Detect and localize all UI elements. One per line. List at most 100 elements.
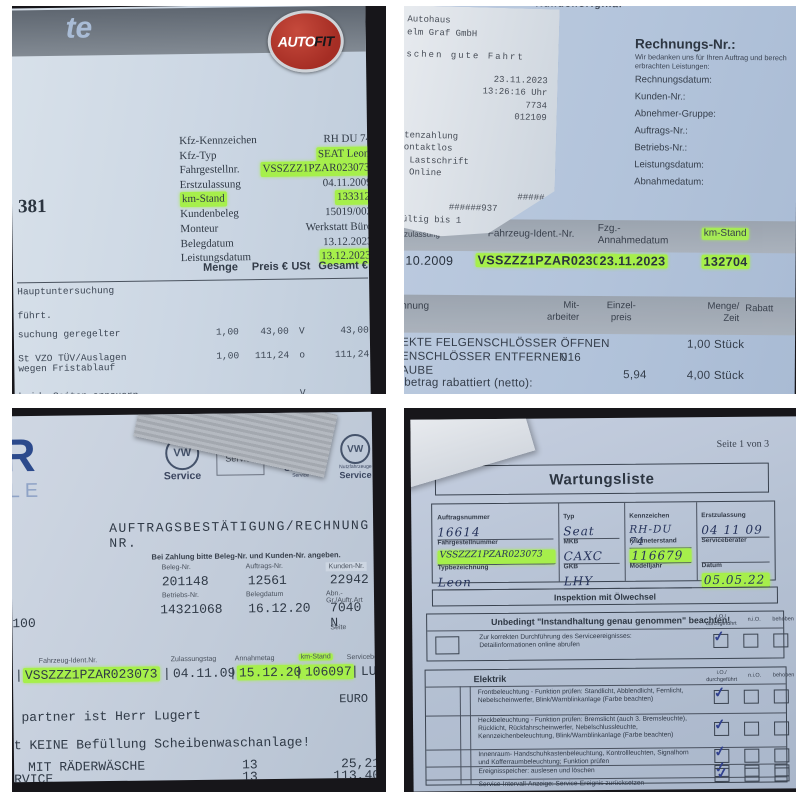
annahmetag-value: 15.12.20: [236, 664, 304, 681]
section-elektrik: Elektrik i.O./durchgeführt n.i.O. behobe…: [424, 666, 794, 788]
separator: |: [228, 665, 237, 681]
photo-vw-invoice: R LE VW Service Audi Service ŠKODA Servi…: [12, 408, 386, 792]
band-mit: Mit-: [563, 299, 580, 311]
band-menge-zeit: Menge/Zeit: [687, 300, 740, 325]
band-arbeiter: arbeiter: [546, 311, 580, 323]
row-desc: führt.: [17, 309, 52, 321]
field-value: RH DU 74: [323, 132, 371, 146]
item-code: 13: [242, 769, 258, 783]
col-ok-header: i.O./durchgeführt: [702, 670, 742, 683]
item-amount: 113,40: [333, 767, 377, 783]
col-preis: Preis €: [251, 260, 288, 274]
document-title: AUFTRAGSBESTÄTIGUNG/RECHNUNG NR.: [109, 517, 370, 552]
row-desc: wegen Fristablauf: [18, 362, 116, 375]
ref-label: Beleg-Nr.: [161, 564, 191, 572]
table-header: Menge Preis € USt Gesamt €: [16, 259, 369, 284]
section-title: Unbedingt "Instandhaltung genau genommen…: [491, 614, 731, 627]
separator: |: [162, 666, 171, 682]
item-desc: EKTE FELGENSCHLÖSSER ÖFFNEN: [404, 336, 610, 351]
inspection-bar-label: Inspektion mit Ölwechsel: [553, 591, 656, 602]
band-rabatt: Rabatt: [745, 303, 774, 315]
row-preis: 43,00: [260, 325, 289, 338]
table-row: beide Seiten erneuern V: [19, 387, 370, 394]
km-stand-value: 106097: [302, 664, 354, 680]
positions-table: Menge Preis € USt Gesamt € Hauptuntersuc…: [16, 259, 370, 394]
field-label: km-Stand: [179, 191, 227, 207]
section-beachten: Unbedingt "Instandhaltung genau genommen…: [426, 610, 794, 662]
receipt-line: schen gute Fahrt: [406, 49, 525, 63]
ref-value: 12561: [247, 572, 287, 589]
band-preis: preis: [610, 312, 632, 324]
field-value: 133312: [334, 189, 371, 205]
field-label: Serviceberater: [701, 536, 747, 545]
field-label: Kfz-Kennzeichen: [179, 134, 257, 148]
table-row: wegen Fristablauf: [18, 360, 369, 375]
field-label: Fahrgestellnr.: [179, 163, 240, 177]
behoben-checkbox: [774, 748, 790, 763]
items-header-band: hnung Mit-arbeiter Einzel-preis Menge/Ze…: [404, 294, 796, 336]
receipt-number: 012109: [514, 112, 547, 124]
behoben-checkbox: [773, 633, 789, 648]
vehicle-fields-box: Auftragsnummer 16614 Typ Seat Kennzeichen R…: [431, 500, 776, 591]
page-indicator: Seite 1 von 3: [716, 438, 770, 451]
check-row-text: Service-Intervall-Anzeige: Service-Ereig…: [478, 779, 645, 789]
value-km-stand: 132704: [701, 254, 750, 270]
ref-label: Belegdatum: [245, 590, 284, 599]
photo-autofit-invoice: te AUTO FIT 381 Kfz-Kennzeichen RH DU 74 K…: [12, 6, 386, 394]
dealer-logo-le: LE: [12, 479, 44, 503]
check-row-text: Zur korrekten Durchführung des Serviceer…: [479, 632, 632, 649]
behoben-checkbox: [774, 767, 790, 782]
washer-note-line: t KEINE Befüllung Scheibenwaschanlage!: [13, 734, 311, 754]
nfz-service-label: Service: [339, 469, 372, 481]
field-label: Erstzulassung: [179, 177, 241, 191]
check-row-text: Ereignisspeicher: auslesen und löschen: [478, 767, 595, 776]
field-label: Monteur: [180, 222, 219, 236]
nio-checkbox: [744, 721, 760, 736]
ref-value: 22942: [329, 571, 369, 588]
pen-checkmark: ✓: [712, 683, 727, 701]
vin-value: VSSZZZ1PZAR023073: [22, 666, 160, 684]
pen-checkmark: ✓: [715, 764, 730, 782]
dealer-logo-r: R: [12, 428, 36, 482]
payment-note: Bei Zahlung bitte Beleg-Nr. und Kunden-N…: [151, 550, 341, 562]
behoben-checkbox: [773, 689, 789, 704]
ref-value: 14321068: [160, 601, 223, 618]
item-desc: AUBE: [404, 364, 434, 377]
col-ok-header: i.O./durchgeführt: [701, 614, 741, 627]
pen-checkmark: ✓: [712, 715, 727, 733]
ref-label: Auftrags-Nr.: [245, 562, 284, 571]
autofit-logo-auto: AUTO: [277, 33, 316, 50]
item-desc: tbetrag rabattiert (netto):: [404, 376, 533, 390]
band-einzelpreis: Einzel-preis: [597, 300, 645, 324]
invoice-header-band: te AUTO FIT: [12, 6, 366, 73]
field-value: SEAT Leon: [315, 145, 371, 162]
separator: |: [14, 668, 23, 684]
zulassung-value: 04.11.09: [172, 665, 236, 682]
nio-checkbox: [743, 633, 759, 648]
receipt-line: Online: [408, 167, 442, 179]
item-qty: 1,00 Stück: [686, 338, 745, 352]
band-menge: Menge/: [707, 300, 740, 312]
field-value: VSSZZZ1PZAR023073: [260, 160, 371, 177]
section-title: Elektrik: [473, 673, 507, 685]
km-stand-label: km-Stand: [298, 653, 333, 661]
pen-checkmark: ✓: [712, 627, 727, 645]
separator: |: [294, 664, 303, 680]
label-auftrags-nr: Auftrags-Nr.:: [634, 125, 688, 137]
row-menge: 1,00: [216, 349, 240, 362]
row-desc: suchung geregelter: [17, 327, 121, 341]
band-annahme-label: Fzg.- Annahmedatum: [598, 223, 669, 247]
left-checkbox: [435, 636, 460, 655]
value-annahmedatum: 23.11.2023: [597, 253, 668, 269]
field-value: Werkstatt Büro: [305, 220, 371, 234]
row-desc: beide Seiten erneuern: [19, 389, 194, 394]
band-annahmedatum: Annahmedatum: [597, 234, 669, 247]
annahmetag-label: Annahmetag: [234, 655, 275, 663]
vin-label: Fahrzeug-Ident.Nr.: [38, 657, 98, 665]
field-value: 04.11.2009: [322, 175, 371, 189]
band-zeit: Zeit: [723, 312, 740, 324]
row-menge: 1,00: [215, 326, 239, 338]
field-label: Erstzulassung: [701, 511, 746, 520]
row-gesamt: 43,00: [340, 324, 369, 336]
